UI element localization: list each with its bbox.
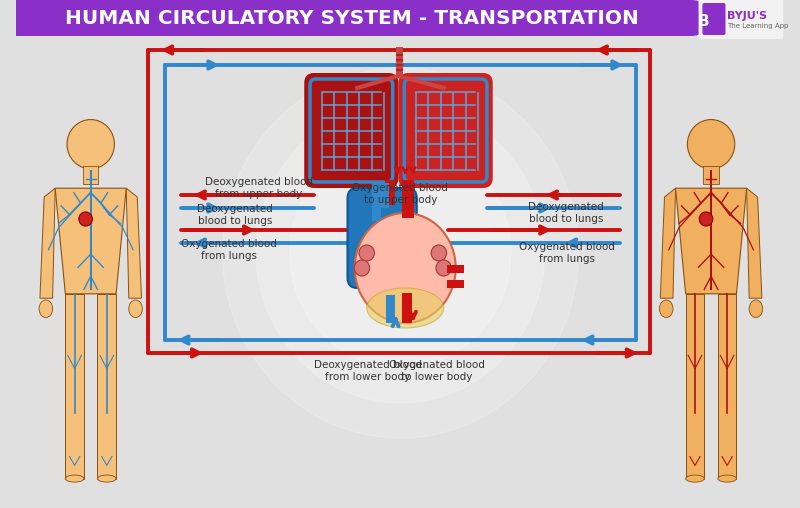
Polygon shape xyxy=(675,188,746,294)
Circle shape xyxy=(436,260,451,276)
Text: Deoxygenated
blood to lungs: Deoxygenated blood to lungs xyxy=(197,204,273,226)
Text: B: B xyxy=(698,14,709,28)
FancyBboxPatch shape xyxy=(398,73,493,188)
Text: Deoxygenated blood
from upper body: Deoxygenated blood from upper body xyxy=(205,177,313,199)
Polygon shape xyxy=(126,188,142,298)
FancyBboxPatch shape xyxy=(16,0,708,36)
Ellipse shape xyxy=(749,300,762,318)
Ellipse shape xyxy=(66,475,84,482)
Circle shape xyxy=(79,212,93,226)
Circle shape xyxy=(354,260,370,276)
Circle shape xyxy=(687,119,734,169)
Bar xyxy=(83,166,98,184)
Circle shape xyxy=(290,138,511,368)
Text: Oxygenated blood
from lungs: Oxygenated blood from lungs xyxy=(519,242,614,264)
Bar xyxy=(371,181,381,221)
Ellipse shape xyxy=(659,300,673,318)
Bar xyxy=(381,183,389,208)
Polygon shape xyxy=(718,294,737,479)
Ellipse shape xyxy=(39,300,53,318)
FancyBboxPatch shape xyxy=(347,188,417,288)
Ellipse shape xyxy=(98,475,116,482)
Ellipse shape xyxy=(686,475,704,482)
Circle shape xyxy=(699,212,713,226)
Ellipse shape xyxy=(366,288,444,328)
Polygon shape xyxy=(66,294,84,479)
Text: Oxygenated blood
from lungs: Oxygenated blood from lungs xyxy=(182,239,277,261)
Circle shape xyxy=(67,119,114,169)
Bar xyxy=(703,166,718,184)
Text: Deoxygenated
blood to lungs: Deoxygenated blood to lungs xyxy=(528,202,604,224)
Circle shape xyxy=(359,245,374,261)
Ellipse shape xyxy=(718,475,737,482)
Bar xyxy=(446,265,464,273)
Bar xyxy=(402,180,414,218)
Bar xyxy=(16,0,689,36)
Bar xyxy=(385,180,394,205)
Text: Oxygenated blood
to upper body: Oxygenated blood to upper body xyxy=(353,183,448,205)
FancyBboxPatch shape xyxy=(698,0,783,39)
Bar xyxy=(402,293,412,323)
Ellipse shape xyxy=(129,300,142,318)
Polygon shape xyxy=(746,188,762,298)
Text: Deoxygenated blood
from lower body: Deoxygenated blood from lower body xyxy=(314,360,422,382)
Polygon shape xyxy=(686,294,704,479)
Polygon shape xyxy=(55,188,126,294)
Polygon shape xyxy=(660,188,675,298)
FancyBboxPatch shape xyxy=(304,73,398,188)
Circle shape xyxy=(256,103,545,403)
Ellipse shape xyxy=(354,213,456,323)
Text: BYJU'S: BYJU'S xyxy=(727,11,767,21)
Polygon shape xyxy=(40,188,55,298)
FancyBboxPatch shape xyxy=(702,3,726,35)
Text: Oxygenated blood
to lower body: Oxygenated blood to lower body xyxy=(389,360,485,382)
Polygon shape xyxy=(98,294,116,479)
Text: HUMAN CIRCULATORY SYSTEM - TRANSPORTATION: HUMAN CIRCULATORY SYSTEM - TRANSPORTATIO… xyxy=(66,9,639,27)
Bar xyxy=(386,295,394,323)
Circle shape xyxy=(431,245,446,261)
Bar xyxy=(446,280,464,288)
Text: The Learning App: The Learning App xyxy=(727,23,789,29)
Circle shape xyxy=(222,68,578,438)
